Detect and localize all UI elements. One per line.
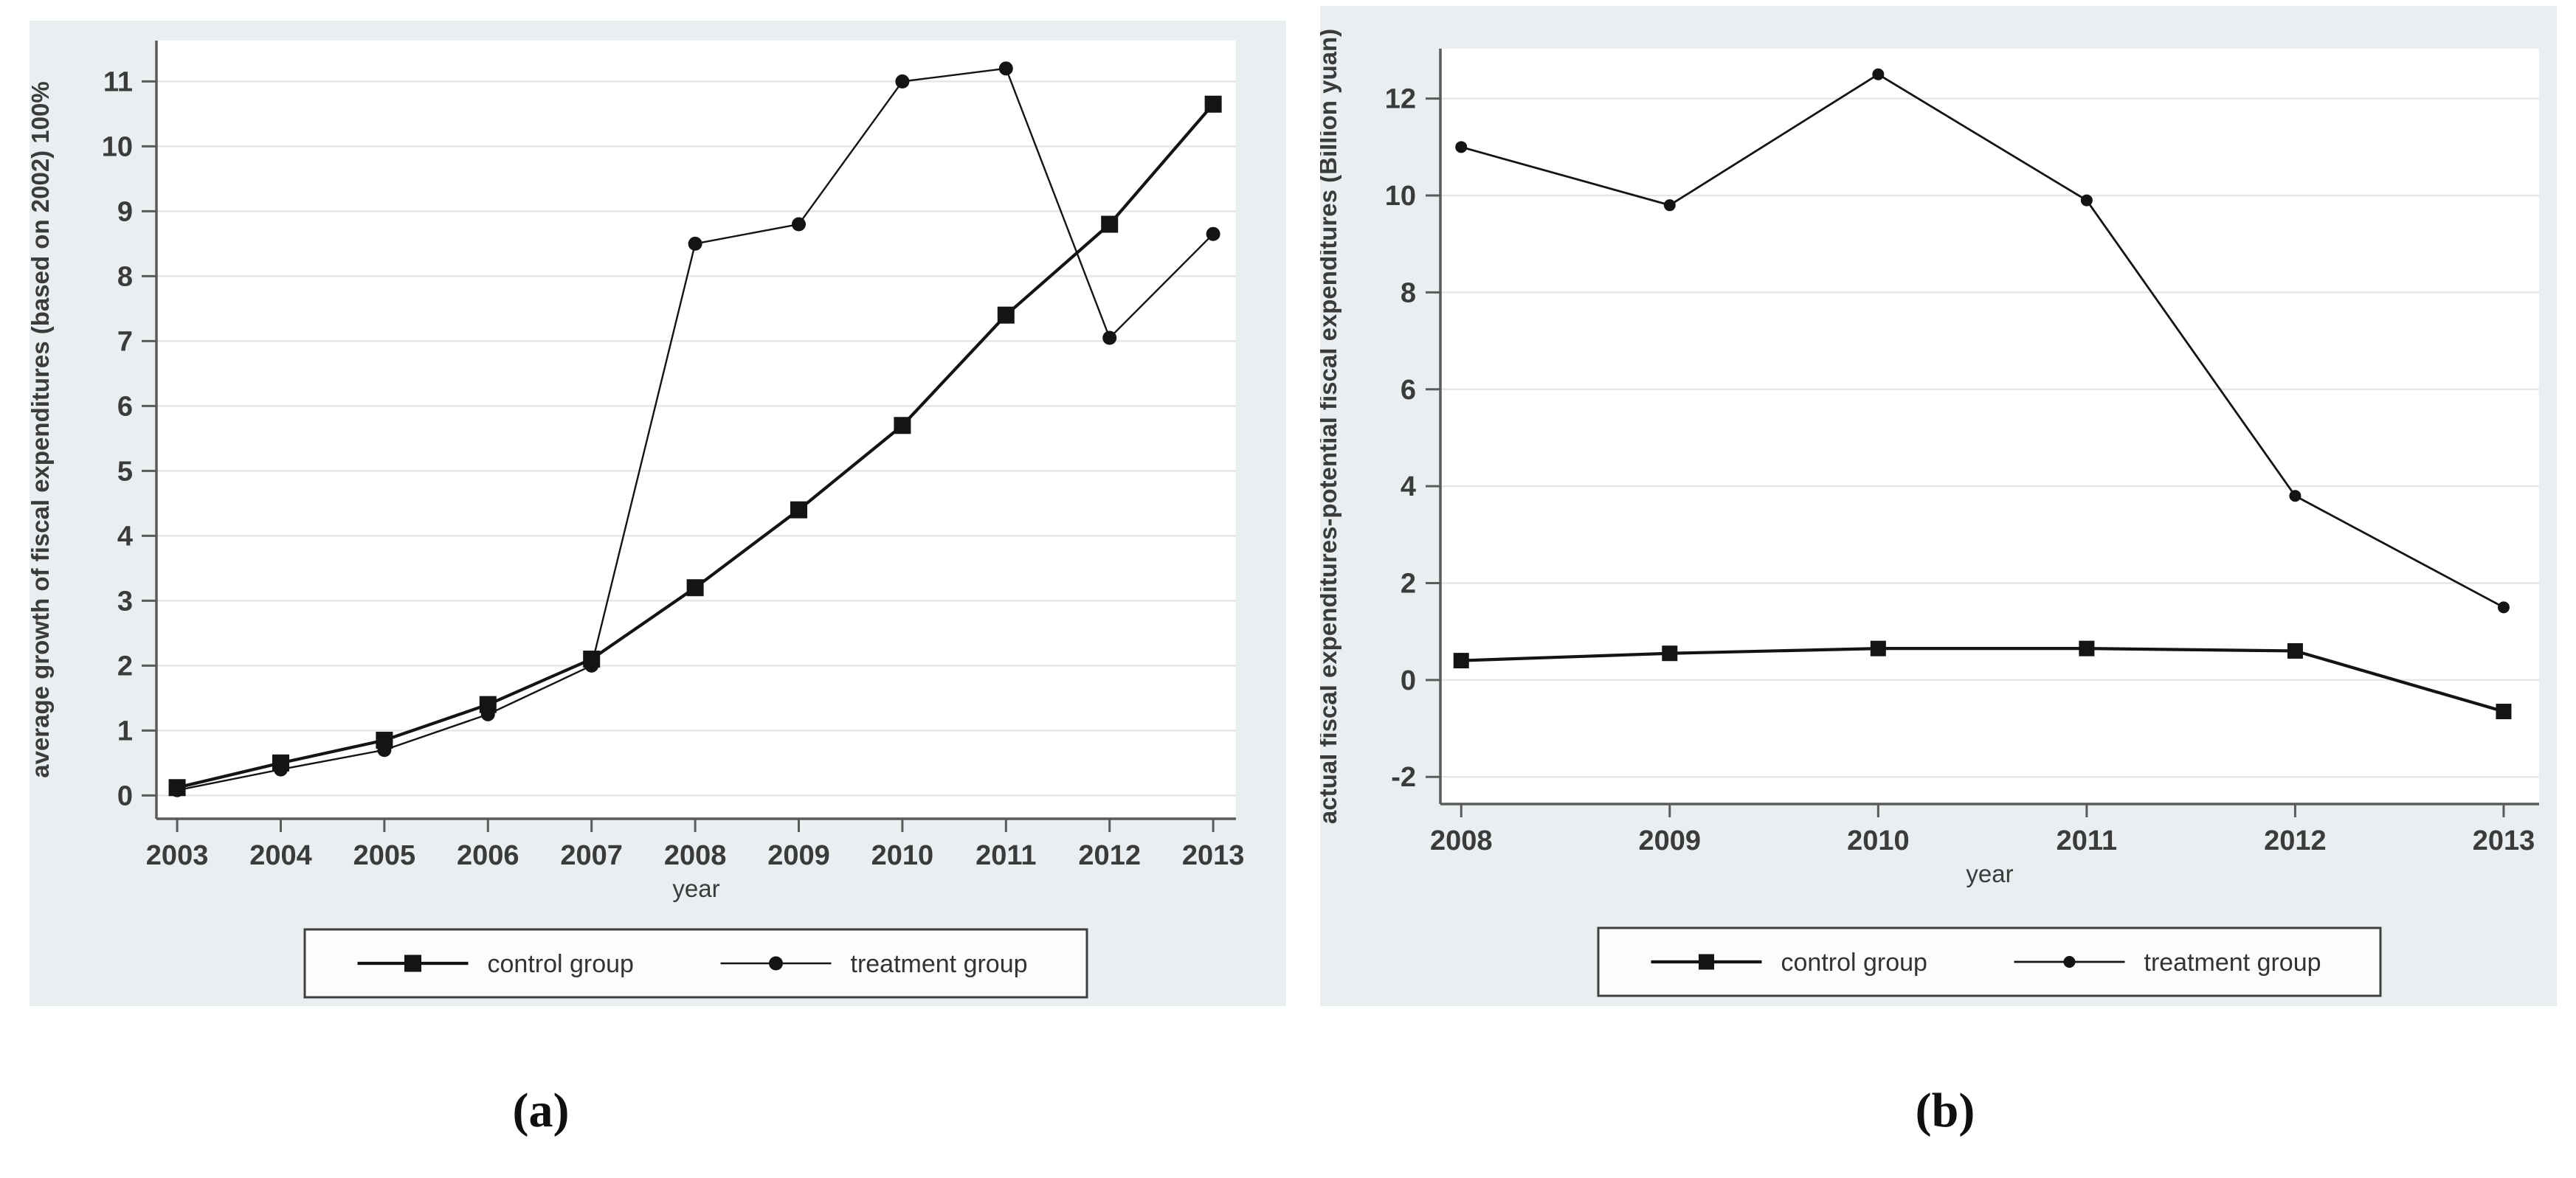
series-marker-control-group [1453,653,1469,669]
x-tick-label: 2009 [767,840,830,871]
y-tick-label: 2 [1401,568,1416,599]
series-line-treatment-group [1460,73,2504,609]
x-tick-label: 2009 [1639,825,1702,856]
series-marker-control-group [1204,95,1222,113]
x-tick-label: 2004 [249,840,312,871]
line-chart-a: 0 1 2 3 4 5 6 7 8 9 10 11 2003 2004 2005 2006 2007 2008 20… [30,41,1245,999]
series-marker-treatment-group [688,236,702,251]
y-tick-label: 5 [117,456,133,487]
y-tick-label: 10 [102,131,133,162]
y-tick-label: 8 [117,261,133,292]
series-marker-control-group [479,696,497,713]
series-marker-treatment-group [998,61,1013,76]
y-tick-label: 9 [117,196,133,227]
y-tick-label: 12 [1385,84,1416,115]
series-marker-control-group [686,579,704,597]
y-tick-label: 6 [1401,375,1416,406]
series-marker-control-group [1101,215,1119,233]
series-marker-control-group [376,732,393,749]
chart-panel-b: -2 0 2 4 6 8 10 12 2008 2009 2010 2011 2012 2013 year a… [1320,6,2557,1006]
x-tick-label: 2010 [871,840,934,871]
legend-label-treatment-group: treatment group [2144,949,2321,977]
line-chart-b: -2 0 2 4 6 8 10 12 2008 2009 2010 2011 2012 2013 year a… [1320,29,2539,997]
x-tick-label: 2013 [1182,840,1245,871]
y-tick-label: 6 [117,391,133,422]
x-tick-label: 2011 [976,840,1036,871]
y-tick-label: 0 [117,780,133,811]
legend-label-treatment-group: treatment group [851,950,1028,978]
chart-panel-a: 0 1 2 3 4 5 6 7 8 9 10 11 2003 2004 2005 2006 2007 2008 20… [30,21,1286,1006]
y-axis-title: average growth of fiscal expenditures (b… [30,81,54,778]
y-tick-label: -2 [1391,762,1416,793]
x-tick-label: 2007 [560,840,623,871]
series-marker-control-group [790,501,807,519]
series-marker-treatment-group [1663,199,1676,212]
y-tick-label: 7 [117,326,133,357]
x-tick-label: 2010 [1847,825,1910,856]
series-marker-treatment-group [2497,601,2510,614]
series-marker-treatment-group [1455,141,1468,153]
series-marker-treatment-group [791,217,806,232]
series-marker-control-group [997,306,1015,324]
plot-area [156,41,1236,819]
series-marker-treatment-group [1206,226,1220,241]
y-tick-label: 0 [1401,665,1416,696]
series-marker-control-group [168,779,186,797]
legend-label-control-group: control group [1781,949,1927,977]
y-axis-title: actual fiscal expenditures-potential fis… [1320,29,1341,824]
series-marker-control-group [2287,642,2303,659]
x-axis-title: year [672,875,719,902]
series-marker-treatment-group [1872,68,1885,80]
y-tick-label: 1 [117,716,133,746]
x-tick-label: 2006 [457,840,519,871]
series-marker-treatment-group [2080,194,2093,207]
series-line-control-group [1461,647,2504,713]
caption-b: (b) [1915,1084,1975,1137]
y-tick-label: 4 [1401,471,1416,502]
series-marker-treatment-group [895,74,910,89]
series-marker-control-group [272,754,289,772]
series-marker-treatment-group [2289,490,2302,502]
y-tick-label: 3 [117,586,133,617]
y-tick-label: 2 [117,651,133,682]
series-marker-control-group [894,417,911,434]
x-tick-label: 2012 [2264,825,2327,856]
x-tick-label: 2005 [353,840,416,871]
legend-marker-treatment-group [769,956,783,971]
y-tick-label: 10 [1385,181,1416,212]
y-tick-label: 11 [103,66,133,97]
legend-marker-treatment-group [2063,956,2076,968]
series-marker-control-group [2079,640,2095,656]
plot-area [1440,49,2539,804]
x-tick-label: 2008 [1430,825,1493,856]
series-marker-control-group [2496,704,2512,720]
caption-a: (a) [512,1084,570,1137]
legend-marker-control-group [1699,954,1714,970]
series-marker-control-group [1662,645,1678,662]
series-marker-control-group [1870,640,1886,656]
series-marker-control-group [583,651,601,668]
x-tick-label: 2011 [2057,825,2117,856]
series-marker-treatment-group [1102,330,1117,345]
x-tick-label: 2013 [2473,825,2535,856]
y-tick-label: 8 [1401,277,1416,308]
legend-marker-control-group [404,954,421,972]
legend-label-control-group: control group [488,950,634,978]
y-tick-label: 4 [117,521,133,552]
x-tick-label: 2012 [1078,840,1141,871]
x-axis-title: year [1966,860,2013,887]
x-tick-label: 2003 [146,840,209,871]
x-tick-label: 2008 [664,840,727,871]
